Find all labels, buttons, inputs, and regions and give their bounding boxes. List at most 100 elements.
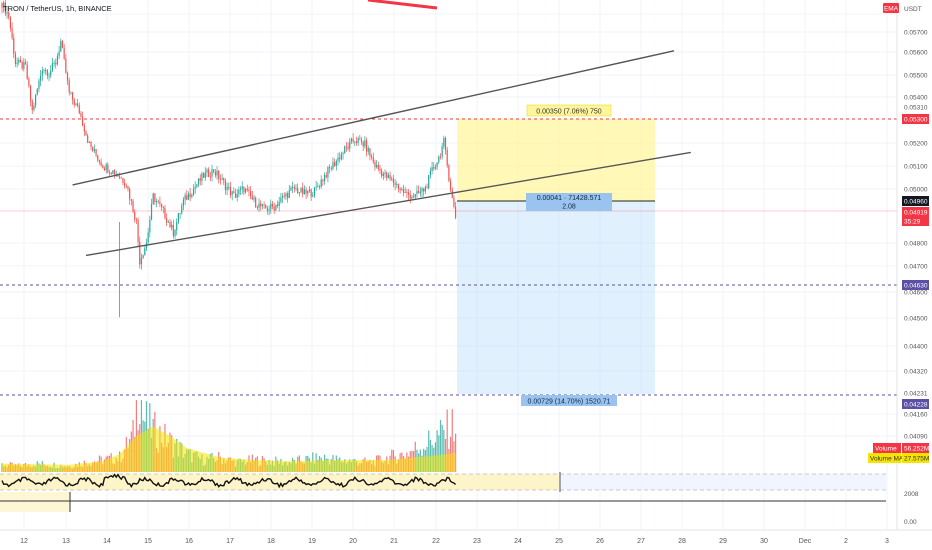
price-label-purple: 0.04630 xyxy=(902,280,929,290)
candle-body xyxy=(98,160,101,162)
rsi-band xyxy=(0,474,560,490)
red-trend-stroke[interactable] xyxy=(367,0,438,10)
candle-body xyxy=(172,224,174,237)
candle-body xyxy=(449,180,452,190)
candle-body xyxy=(349,141,351,149)
candle-body xyxy=(110,172,112,174)
candle-body xyxy=(367,148,369,152)
candle-body xyxy=(439,156,442,158)
volume-bar xyxy=(451,409,453,472)
price-label-text: 0.05300 xyxy=(904,117,928,124)
price-label-text: 27.575M xyxy=(904,456,929,463)
time-tick: 12 xyxy=(20,538,28,545)
candle-body xyxy=(197,178,200,185)
candle-body xyxy=(56,56,59,65)
candle-body xyxy=(88,141,90,143)
candle-body xyxy=(246,188,248,190)
price-label-black: 0.04960 xyxy=(902,196,929,206)
target-label[interactable]: 0.00350 (7.06%) 750 xyxy=(526,104,612,117)
candle-body xyxy=(371,156,373,158)
candle-body xyxy=(365,140,368,152)
ema-badge[interactable]: EMA xyxy=(883,3,899,13)
time-axis[interactable]: 12 13 14 15 16 17 18 19 20 21 22 23 24 25 26 27 28 29 30 De… xyxy=(20,538,889,545)
candle-body xyxy=(11,28,13,39)
candle-body xyxy=(308,189,311,191)
candle-body xyxy=(401,189,403,190)
candle-body xyxy=(295,188,297,189)
candle-body xyxy=(273,206,275,211)
candle-body xyxy=(157,201,159,202)
price-label-text: 0.04630 xyxy=(904,283,928,290)
candle-body xyxy=(266,208,269,211)
candle-body xyxy=(169,222,171,228)
candle-body xyxy=(147,232,149,243)
candle-body xyxy=(357,138,359,144)
candle-body xyxy=(23,62,25,69)
candle-body xyxy=(26,64,28,79)
candle-body xyxy=(137,219,139,242)
candle-body xyxy=(399,189,401,190)
stop-label[interactable]: 0.00729 (14.70%) 1520.71 xyxy=(521,395,617,406)
time-tick: 13 xyxy=(62,538,70,545)
candle-body xyxy=(18,59,20,63)
candle-body xyxy=(211,169,213,177)
price-tick: 0.04700 xyxy=(904,264,928,271)
candle-body xyxy=(434,166,437,169)
time-tick: 29 xyxy=(719,538,727,545)
price-label-plain: 0.05310 xyxy=(904,105,928,112)
price-label-red: 35:29 xyxy=(902,216,929,226)
rsi-line xyxy=(1,473,457,489)
candle-body xyxy=(50,70,52,76)
volume-bar xyxy=(455,433,457,472)
price-tick: 0.04800 xyxy=(904,241,928,248)
stop-zone[interactable] xyxy=(457,201,655,394)
price-tick: 0.04160 xyxy=(904,412,928,419)
candle-body xyxy=(337,157,339,161)
candle-body xyxy=(265,205,267,209)
candle-body xyxy=(359,138,361,140)
candle-body xyxy=(71,92,74,100)
price-label-text: 0.04231 xyxy=(904,391,928,398)
candle-body xyxy=(1,3,3,8)
candle-body xyxy=(208,169,210,177)
candle-body xyxy=(409,194,411,199)
channel-lower-line[interactable] xyxy=(85,151,691,257)
candle-body xyxy=(305,189,307,194)
candle-body xyxy=(268,209,270,211)
time-tick: 17 xyxy=(226,538,234,545)
target-zone[interactable] xyxy=(457,119,655,201)
candle-body xyxy=(171,224,173,228)
price-axis[interactable]: 0.05700 0.05600 0.05500 0.05400 0.05200 0.051… xyxy=(868,30,929,527)
time-tick: Dec xyxy=(799,538,812,545)
candle-body xyxy=(335,160,337,166)
candle-body xyxy=(387,175,389,178)
symbol-title[interactable]: TRON / TetherUS, 1h, BINANCE xyxy=(3,4,112,13)
candle-body xyxy=(144,248,146,256)
candle-body xyxy=(285,193,287,197)
candle-body xyxy=(436,162,438,167)
price-tick: 0.04320 xyxy=(904,369,928,376)
candle-body xyxy=(379,168,381,171)
volume-bar xyxy=(436,430,438,472)
candle-body xyxy=(13,38,15,54)
volume-bar xyxy=(446,409,448,472)
time-tick: 26 xyxy=(596,538,604,545)
candle-body xyxy=(189,193,191,197)
channel-upper-line[interactable] xyxy=(72,50,675,186)
candle-body xyxy=(68,80,70,93)
candle-body xyxy=(142,255,144,259)
rsi-tick: 0.00 xyxy=(904,519,917,526)
candle-body xyxy=(112,170,114,174)
candle-body xyxy=(226,187,228,190)
candle-body xyxy=(298,192,300,194)
candle-body xyxy=(292,187,294,188)
candle-body xyxy=(139,241,141,265)
candle-body xyxy=(418,190,420,194)
candle-body xyxy=(66,72,69,81)
candle-body xyxy=(82,116,84,126)
candle-body xyxy=(113,170,116,175)
entry-label[interactable]: 0.00041 · 71428.571 2.08 xyxy=(526,193,612,211)
candle-body xyxy=(87,135,89,143)
candle-body xyxy=(233,191,235,194)
